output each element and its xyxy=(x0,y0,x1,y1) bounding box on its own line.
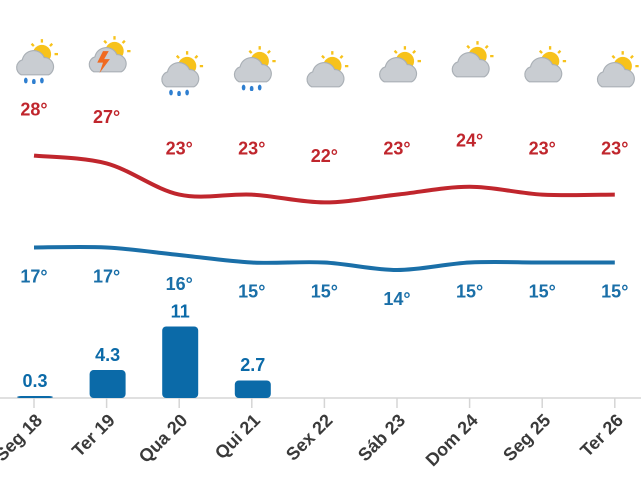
temperature-label: 15° xyxy=(311,281,338,301)
temperature-label: 24° xyxy=(456,131,483,151)
temperature-label: 15° xyxy=(456,281,483,301)
day-label: Dom 24 xyxy=(422,410,482,470)
precipitation-label: 11 xyxy=(171,301,190,321)
temperature-label: 17° xyxy=(93,266,120,286)
temperature-label: 15° xyxy=(238,281,265,301)
day-label: Qua 20 xyxy=(135,410,192,467)
temperature-label: 23° xyxy=(383,138,410,158)
temperature-label: 15° xyxy=(529,281,556,301)
temperature-label: 16° xyxy=(166,274,193,294)
precipitation-bar xyxy=(17,396,53,398)
temperature-line xyxy=(33,153,615,205)
day-label: Sex 22 xyxy=(282,410,336,464)
day-label: Ter 26 xyxy=(576,410,627,461)
temperature-label: 14° xyxy=(383,289,410,309)
temperature-label: 23° xyxy=(238,138,265,158)
day-label: Ter 19 xyxy=(68,410,119,461)
day-label: Sáb 23 xyxy=(354,410,409,465)
weather-icons xyxy=(16,35,639,96)
temperature-label: 23° xyxy=(529,138,556,158)
temperature-label: 15° xyxy=(601,281,628,301)
weather-icon xyxy=(169,89,189,96)
temperature-line xyxy=(33,244,615,273)
day-label: Qui 21 xyxy=(211,410,264,463)
day-label: Seg 18 xyxy=(0,410,46,465)
precipitation-label: 4.3 xyxy=(95,345,120,365)
precipitation-label: 0.3 xyxy=(22,371,47,391)
precipitation-label: 2.7 xyxy=(240,355,265,375)
temperature-label: 23° xyxy=(166,138,193,158)
temperature-label: 27° xyxy=(93,107,120,127)
temperature-label: 28° xyxy=(20,99,47,119)
precipitation-bar xyxy=(162,326,199,398)
temperature-label: 17° xyxy=(20,266,47,286)
day-label: Seg 25 xyxy=(499,410,554,465)
precipitation-bar xyxy=(89,370,126,398)
precipitation-bar xyxy=(234,380,271,398)
weather-icon xyxy=(241,84,262,91)
weather-icon xyxy=(23,77,44,84)
temperature-label: 23° xyxy=(601,138,628,158)
temperature-label: 22° xyxy=(311,146,338,166)
